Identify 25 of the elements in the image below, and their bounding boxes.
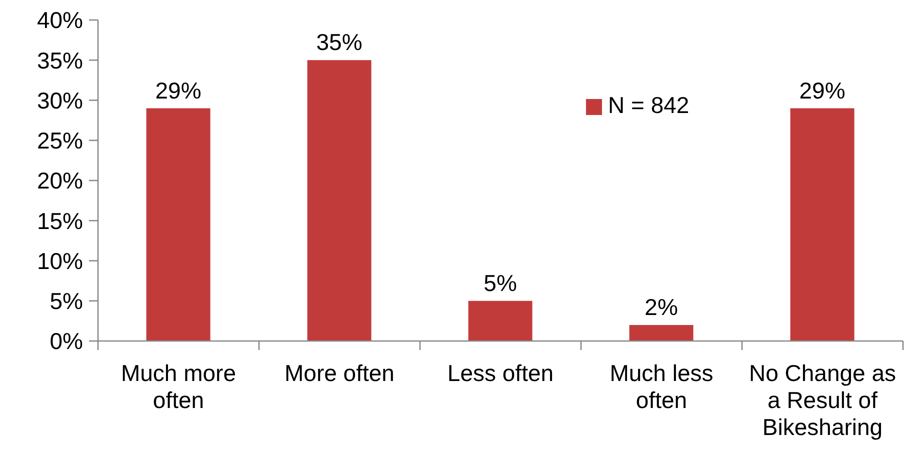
bar (146, 108, 210, 341)
y-tick-label: 5% (50, 288, 83, 314)
y-tick-label: 20% (36, 168, 83, 194)
bar (468, 300, 532, 341)
y-tick-label: 35% (36, 47, 83, 74)
x-tick-label: More often (284, 360, 394, 386)
data-label: 5% (484, 270, 517, 296)
x-tick-label: No Change as a Result of Bikesharing (748, 360, 896, 440)
data-label: 29% (799, 77, 846, 104)
x-tick-label: Less often (447, 360, 554, 386)
legend-label: N = 842 (608, 92, 690, 118)
data-label: 35% (316, 29, 362, 56)
data-label: 2% (644, 294, 678, 320)
bar (629, 324, 694, 341)
x-tick-label: Much less often (610, 360, 714, 413)
x-tick-label: Much more often (120, 360, 236, 413)
y-tick-label: 0% (50, 328, 83, 354)
bar (790, 108, 854, 341)
y-tick-label: 10% (36, 248, 83, 274)
data-label: 29% (155, 77, 202, 104)
y-tick-label: 25% (36, 128, 83, 154)
bar (307, 60, 372, 341)
y-tick-label: 40% (36, 7, 83, 34)
y-tick-label: 30% (36, 87, 83, 114)
y-tick-label: 15% (36, 208, 83, 234)
